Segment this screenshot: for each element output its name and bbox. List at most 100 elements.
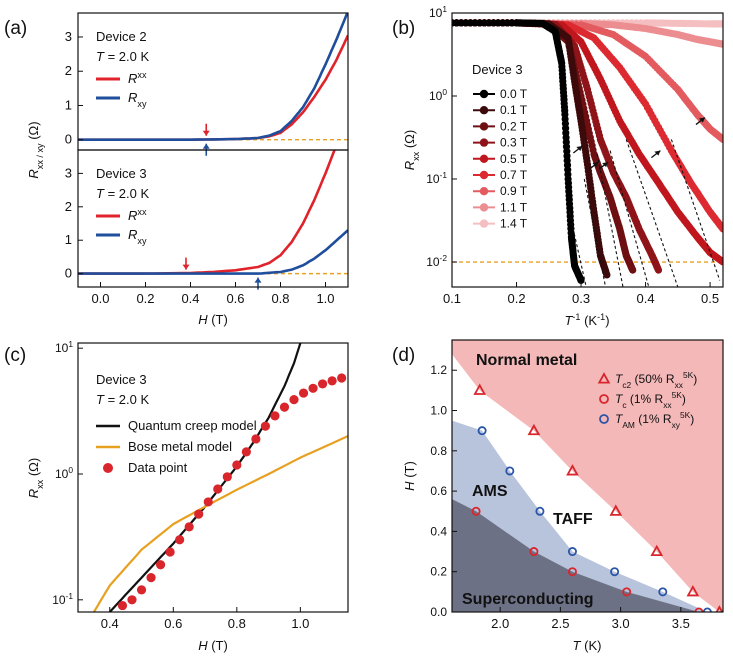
data-point bbox=[629, 266, 637, 274]
legend-marker bbox=[479, 106, 489, 115]
x-tick-label: 2.5 bbox=[551, 616, 569, 631]
x-tick-label: 0.1 bbox=[443, 291, 461, 306]
y-axis-label: Rxx (Ω) bbox=[402, 130, 421, 170]
label-part: H bbox=[198, 312, 208, 327]
label-part: = 2.0 K bbox=[104, 186, 149, 201]
x-tick-label: 3.5 bbox=[672, 616, 690, 631]
fit-line bbox=[625, 139, 679, 287]
panel-label: (c) bbox=[4, 345, 26, 366]
legend-label: Tc (1% Rxx5K) bbox=[615, 390, 686, 410]
y-tick-label: 0.4 bbox=[430, 524, 447, 538]
panel-label: (a) bbox=[4, 18, 27, 39]
x-tick-label: 0.2 bbox=[136, 291, 154, 306]
label-part: (T) bbox=[402, 461, 417, 481]
y-tick-label: 1.2 bbox=[430, 363, 447, 377]
data-point bbox=[719, 40, 723, 48]
label-part: 5K bbox=[672, 390, 683, 400]
x-axis-label: T (K) bbox=[573, 638, 602, 653]
series-line-rxy bbox=[78, 13, 348, 141]
data-point-circle bbox=[567, 567, 577, 577]
data-point-circle bbox=[477, 426, 487, 436]
data-point-triangle bbox=[473, 383, 487, 395]
x-axis-label: H (T) bbox=[198, 312, 228, 327]
y-tick-label: 0.0 bbox=[430, 605, 447, 619]
data-point bbox=[241, 447, 251, 457]
label-part: 0 bbox=[68, 465, 73, 475]
label-part: (1% R bbox=[635, 412, 672, 426]
data-point-circle bbox=[535, 506, 545, 516]
y-tick-label: 3 bbox=[65, 29, 72, 44]
region-superconducting bbox=[452, 499, 699, 612]
legend-marker bbox=[599, 414, 609, 424]
label-part: (Ω) bbox=[26, 458, 41, 480]
label-part: T bbox=[615, 372, 624, 386]
legend-marker bbox=[479, 170, 489, 180]
region-label-ams: AMS bbox=[472, 483, 508, 500]
label-part: xx bbox=[137, 207, 147, 217]
data-point bbox=[308, 383, 318, 393]
label-part: xy bbox=[672, 420, 681, 430]
label-part: (K) bbox=[581, 638, 602, 653]
series-line bbox=[92, 435, 348, 612]
label-part: -1 bbox=[572, 312, 580, 322]
legend-label: 1.4 T bbox=[500, 217, 528, 231]
marker-arrow-head bbox=[182, 264, 190, 270]
label-part: 1 bbox=[68, 339, 73, 349]
legend-label: 0.3 T bbox=[500, 136, 528, 150]
x-tick-label: 3.0 bbox=[612, 616, 630, 631]
y-tick-label: 0.8 bbox=[430, 444, 447, 458]
label-part: R bbox=[128, 208, 137, 223]
y-tick-label: 101 bbox=[429, 4, 447, 20]
data-point bbox=[654, 266, 663, 274]
y-tick-label: 100 bbox=[55, 465, 73, 481]
label-part: R bbox=[128, 227, 137, 242]
label-part: -1 bbox=[597, 312, 605, 322]
y-tick-label: 0.6 bbox=[430, 484, 447, 498]
y-tick-label: 0.2 bbox=[430, 565, 447, 579]
label-part: 10 bbox=[52, 593, 66, 607]
x-axis-label: H (T) bbox=[198, 638, 228, 653]
device-label: Device 3 bbox=[96, 166, 147, 181]
label-part: T bbox=[573, 638, 582, 653]
data-point bbox=[213, 484, 223, 494]
legend-label: TAM (1% Rxy5K) bbox=[615, 410, 694, 430]
data-point bbox=[260, 421, 271, 431]
temperature-label: T = 2.0 K bbox=[96, 392, 149, 407]
x-tick-label: 0.4 bbox=[637, 291, 655, 306]
legend-marker bbox=[599, 394, 609, 404]
plot-area bbox=[92, 343, 348, 612]
fit-line bbox=[609, 150, 650, 287]
data-point bbox=[279, 402, 290, 412]
x-tick-label: 1.0 bbox=[291, 616, 309, 631]
data-point bbox=[298, 388, 309, 398]
data-point bbox=[155, 560, 166, 570]
data-point-circle bbox=[702, 607, 712, 612]
legend-label: Data point bbox=[128, 460, 188, 475]
y-tick-label: 1 bbox=[65, 97, 72, 112]
legend-label: Rxx bbox=[128, 207, 147, 223]
legend-label: 0.9 T bbox=[500, 184, 528, 198]
fit-line bbox=[583, 178, 607, 287]
label-part: H bbox=[198, 638, 208, 653]
region-label-normal-metal: Normal metal bbox=[476, 352, 577, 369]
data-point bbox=[251, 434, 261, 444]
label-part: xx / xy bbox=[35, 143, 45, 169]
legend-label: 0.0 T bbox=[500, 87, 528, 101]
legend-marker bbox=[103, 463, 113, 473]
x-tick-label: 0.5 bbox=[701, 291, 719, 306]
x-tick-label: 0.2 bbox=[507, 291, 525, 306]
data-point-circle bbox=[567, 547, 577, 557]
legend-label: Tc2 (50% Rxx5K) bbox=[615, 370, 697, 390]
legend-label: Rxx bbox=[128, 70, 147, 86]
data-point bbox=[175, 535, 185, 545]
legend-marker bbox=[479, 219, 489, 228]
marker-arrow-head bbox=[576, 145, 583, 151]
fit-line bbox=[596, 153, 624, 287]
data-point bbox=[127, 595, 137, 605]
y-axis-label: H (T) bbox=[402, 461, 417, 491]
data-point-circle bbox=[694, 607, 704, 612]
label-part: (Ω) bbox=[402, 130, 417, 152]
label-part: ) bbox=[605, 313, 609, 328]
